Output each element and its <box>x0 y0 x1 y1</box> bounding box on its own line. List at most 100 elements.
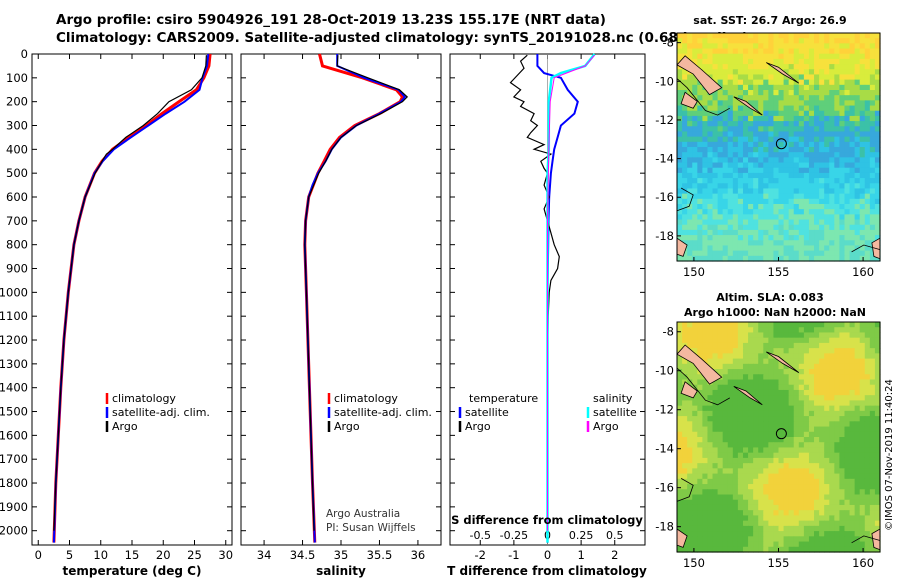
sla-map-cell <box>682 416 688 422</box>
sla-map-cell <box>808 327 815 334</box>
sla-map-cell <box>864 484 871 490</box>
sst-map-cell <box>864 209 871 215</box>
sla-map-cell <box>763 520 769 527</box>
sst-map-cell <box>829 255 835 262</box>
sla-map-cell <box>722 395 729 402</box>
sst-map-cell <box>869 152 876 158</box>
sst-map-cell <box>753 53 759 60</box>
sla-map-cell <box>839 395 846 402</box>
sst-map-cell <box>819 224 825 231</box>
sst-map-cell <box>864 74 871 81</box>
sst-map-cell <box>753 204 759 210</box>
sst-map-cell <box>768 250 775 257</box>
sst-map-cell <box>702 224 709 231</box>
sst-map-cell <box>859 162 866 169</box>
sla-map-cell <box>763 515 769 522</box>
sla-map-cell <box>732 342 739 349</box>
sla-map-cell <box>829 416 835 422</box>
sst-map-cell <box>839 245 846 252</box>
sst-map-cell <box>869 136 876 143</box>
sla-map-cell <box>737 410 744 417</box>
sst-map-cell <box>712 235 719 241</box>
sst-map-cell <box>864 172 871 179</box>
sst-map-cell <box>717 95 724 101</box>
sst-map-cell <box>869 38 876 44</box>
sla-map-cell <box>763 484 769 490</box>
sla-map-cell <box>798 442 805 449</box>
sla-map-cell <box>677 426 683 433</box>
sla-map-cell <box>717 389 724 396</box>
sst-map-cell <box>849 95 856 101</box>
sla-map-cell <box>803 327 810 334</box>
sla-map-cell <box>737 348 744 354</box>
sst-map-cell <box>742 147 749 153</box>
sla-map-cell <box>737 541 744 548</box>
sst-map-cell <box>859 95 866 101</box>
depth-ytick-label: 300 <box>6 119 28 133</box>
sla-map-cell <box>677 489 683 496</box>
sst-map-cell <box>748 141 754 148</box>
sst-map-cell <box>819 53 825 60</box>
sst-map-cell <box>803 167 810 174</box>
sst-map-cell <box>819 95 825 101</box>
sla-map-cell <box>844 442 851 449</box>
sla-map-cell <box>874 332 881 339</box>
sla-map-cell <box>788 478 795 485</box>
sla-map-cell <box>803 363 810 370</box>
sst-map-cell <box>773 172 780 179</box>
sst-map-cell <box>732 178 739 184</box>
sla-map-cell <box>859 536 866 543</box>
sla-map-cell <box>798 536 805 543</box>
sst-map-cell <box>732 33 739 39</box>
salinity-xlabel: salinity <box>316 564 366 578</box>
sla-map-cell <box>707 416 714 422</box>
sla-map-cell <box>717 525 724 532</box>
sst-map-cell <box>803 162 810 169</box>
sla-map-cell <box>707 536 714 543</box>
sst-map-cell <box>758 79 764 86</box>
sst-map-cell <box>778 214 785 221</box>
sst-map-cell <box>803 95 810 101</box>
sst-map-cell <box>707 235 714 241</box>
sla-map-cell <box>869 363 876 370</box>
sst-map-cell <box>854 204 861 210</box>
sst-map-cell <box>814 172 820 179</box>
sla-map-cell <box>702 410 709 417</box>
sla-map-cell <box>834 515 840 522</box>
sst-map-cell <box>717 188 724 195</box>
sla-map-cell <box>824 473 830 480</box>
sst-map-cell <box>682 193 688 200</box>
sla-map-cell <box>839 525 846 532</box>
sst-map-cell <box>793 121 800 127</box>
sst-map-cell <box>707 121 714 127</box>
sst-map-cell <box>819 74 825 81</box>
sla-map-cell <box>697 410 703 417</box>
sla-map-cell <box>732 348 739 354</box>
sst-map-cell <box>682 38 688 44</box>
sla-map-cell <box>697 536 703 543</box>
sst-map-cell <box>732 219 739 226</box>
sla-map-cell <box>727 353 734 360</box>
sla-map-cell <box>844 457 851 464</box>
sst-map-cell <box>854 224 861 231</box>
sst-map-cell <box>819 235 825 241</box>
sst-map-cell <box>748 69 754 76</box>
sla-map-cell <box>748 327 754 334</box>
argo-credit-1: Argo Australia <box>326 508 400 520</box>
sst-map-cell <box>829 64 835 70</box>
sst-map-cell <box>763 167 769 174</box>
sst-map-cell <box>788 126 795 133</box>
sst-map-cell <box>763 147 769 153</box>
sla-map-cell <box>864 437 871 443</box>
sst-map-cell <box>727 115 734 122</box>
sla-map-cell <box>814 504 820 511</box>
sla-map-cell <box>798 494 805 501</box>
sla-map-cell <box>854 489 861 496</box>
sst-map-cell <box>798 58 805 65</box>
sla-map-cell <box>702 342 709 349</box>
sst-map-cell <box>692 214 698 221</box>
sla-map-cell <box>864 504 871 511</box>
sla-map-cell <box>737 536 744 543</box>
sst-map-cell <box>798 224 805 231</box>
sst-map-cell <box>778 255 785 262</box>
